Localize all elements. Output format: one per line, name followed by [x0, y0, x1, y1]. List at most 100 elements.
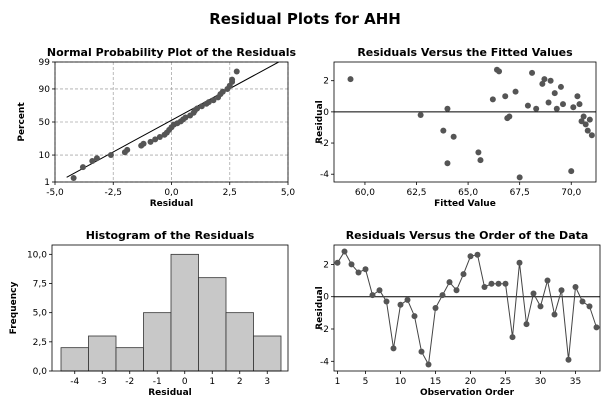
data-point: [489, 96, 496, 103]
data-point: [547, 77, 554, 84]
histogram-bar: [225, 312, 254, 372]
data-point: [467, 253, 474, 260]
y-tick-label: 10: [39, 151, 51, 161]
series-line: [337, 250, 597, 367]
y-tick-label: 2: [323, 260, 329, 270]
histogram-bar: [170, 253, 199, 372]
data-point: [210, 97, 217, 104]
data-point: [475, 149, 482, 156]
plot-frame: [51, 244, 289, 372]
data-point: [582, 121, 589, 128]
y-tick-label: 1: [44, 178, 50, 188]
data-point: [341, 248, 348, 255]
x-tick-label: 0: [182, 377, 188, 387]
y-tick-label: 0: [323, 108, 329, 118]
plot-frame: [54, 61, 289, 183]
y-axis-label: Frequency: [9, 282, 19, 335]
data-point: [579, 298, 586, 305]
data-point: [152, 136, 159, 143]
data-point: [523, 321, 530, 328]
data-point: [570, 104, 577, 111]
data-point: [586, 116, 593, 123]
y-tick-label: 0,0: [33, 367, 48, 377]
y-tick-label: 5,0: [33, 309, 48, 319]
x-tick-label: 20: [465, 377, 477, 387]
data-point: [432, 305, 439, 311]
data-point: [558, 287, 565, 294]
y-tick-label: -4: [320, 357, 329, 367]
data-point: [533, 105, 540, 112]
y-tick-label: 90: [39, 85, 51, 95]
data-point: [334, 259, 341, 266]
data-point: [502, 93, 509, 100]
panel-title: Normal Probability Plot of the Residuals: [47, 46, 297, 59]
data-point: [390, 345, 397, 352]
x-tick-label: 5,0: [281, 188, 296, 198]
x-tick-label: -5,0: [46, 188, 64, 198]
data-point: [107, 152, 114, 159]
data-point: [79, 164, 86, 171]
data-point: [576, 101, 583, 108]
data-point: [474, 251, 481, 258]
data-point: [481, 284, 488, 290]
data-point: [551, 311, 558, 318]
data-point: [425, 361, 432, 368]
data-point: [233, 68, 240, 75]
y-axis-label: Percent: [17, 102, 27, 142]
data-point: [529, 69, 536, 76]
data-point: [580, 113, 587, 120]
data-point: [450, 133, 457, 140]
data-point: [584, 127, 591, 134]
data-point: [541, 76, 548, 83]
x-tick-label: 67,5: [510, 188, 530, 198]
x-tick-label: 1: [209, 377, 215, 387]
data-point: [559, 101, 566, 108]
data-point: [411, 313, 418, 320]
data-point: [502, 280, 509, 287]
x-tick-label: -2,5: [104, 188, 122, 198]
x-axis-label: Residual: [148, 388, 191, 398]
data-point: [488, 280, 495, 287]
x-tick-label: 15: [430, 377, 441, 387]
y-axis-label: Residual: [315, 100, 325, 143]
data-point: [182, 114, 189, 121]
fit-line: [66, 62, 279, 178]
data-point: [417, 111, 424, 118]
data-point: [530, 290, 537, 297]
data-point: [524, 102, 531, 109]
data-point: [347, 76, 354, 83]
x-tick-label: -2: [125, 377, 134, 387]
x-tick-label: 70,0: [561, 188, 581, 198]
y-tick-label: 2,5: [33, 338, 47, 348]
data-point: [383, 298, 390, 305]
x-tick-label: 35: [570, 377, 581, 387]
data-point: [551, 90, 558, 97]
data-point: [198, 103, 205, 110]
y-tick-label: 0: [323, 293, 329, 303]
y-tick-label: 50: [39, 118, 51, 128]
panel-title: Residuals Versus the Fitted Values: [357, 46, 573, 59]
data-point: [355, 269, 362, 276]
residuals-vs-fitted-plot: 60,0 62,5 65,0 67,5 70,0 -4 -2 0 2 Residuals Vers…: [315, 46, 597, 209]
y-tick-label: 2: [323, 77, 329, 87]
data-point: [89, 158, 96, 165]
data-point: [572, 284, 579, 290]
data-point: [568, 168, 575, 175]
x-tick-label: 10: [395, 377, 407, 387]
data-point: [477, 157, 484, 164]
data-point: [369, 292, 376, 299]
histogram-bar: [253, 335, 282, 372]
data-point: [588, 132, 595, 139]
data-point: [509, 334, 516, 341]
x-tick-label: 1: [335, 377, 341, 387]
panel-title: Histogram of the Residuals: [86, 229, 255, 242]
histogram-bar: [115, 347, 144, 372]
x-tick-label: 0,0: [164, 188, 179, 198]
x-tick-label: 5: [363, 377, 369, 387]
x-tick-label: 3: [264, 377, 270, 387]
y-tick-label: -2: [320, 139, 329, 149]
y-axis-label: Residual: [315, 286, 325, 329]
data-point: [539, 80, 546, 87]
